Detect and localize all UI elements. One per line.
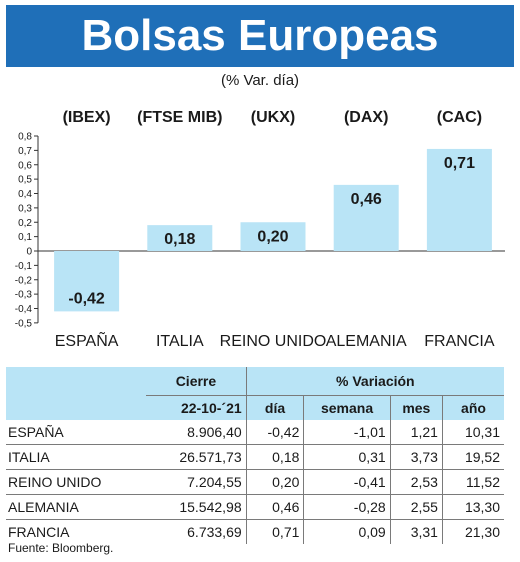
y-tick-label: 0,5 (18, 175, 32, 186)
index-label: (FTSE MIB) (137, 109, 222, 126)
y-tick-label: 0,6 (18, 160, 32, 171)
index-label: (CAC) (437, 109, 482, 126)
table-header-semana: semana (303, 395, 391, 420)
row-semana: -1,01 (303, 420, 391, 445)
row-ano: 10,31 (441, 420, 504, 445)
y-tick-label: 0,2 (18, 218, 32, 229)
row-mes: 3,73 (389, 444, 443, 470)
row-ano: 13,30 (441, 494, 504, 520)
row-name: ITALIA (6, 444, 147, 470)
y-tick-label: 0,8 (18, 132, 32, 143)
y-tick-label: 0,1 (18, 232, 32, 243)
row-semana: -0,41 (303, 469, 391, 495)
bar-chart: 0,8 0,7 0,6 0,5 0,4 0,3 0,2 0,1 0 -0,1 -0,2 -0,3 -0,… (15, 109, 505, 350)
row-semana: 0,31 (303, 444, 391, 470)
table-header-mes: mes (389, 395, 443, 420)
table-header-date: 22-10-´21 (146, 395, 247, 420)
table-row: ALEMANIA 15.542,98 0,46 -0,28 2,55 13,30 (6, 494, 504, 520)
row-semana: 0,09 (303, 519, 391, 544)
chart-title-banner: Bolsas Europeas (6, 5, 514, 67)
table-header-dia: día (245, 395, 304, 420)
row-ano: 11,52 (441, 469, 504, 495)
y-tick-label: -0,4 (15, 304, 33, 315)
table-header-ano: año (441, 395, 504, 420)
row-mes: 1,21 (389, 420, 443, 445)
index-label: (DAX) (344, 109, 388, 126)
category-label: REINO UNIDO (220, 333, 327, 350)
row-ano: 19,52 (441, 444, 504, 470)
row-cierre: 26.571,73 (146, 444, 247, 470)
category-label: FRANCIA (424, 333, 495, 350)
data-table: Cierre % Variación 22-10-´21 día semana … (6, 367, 504, 544)
row-ano: 21,30 (441, 519, 504, 544)
category-label: ESPAÑA (55, 330, 119, 350)
table-header-blank-2 (6, 395, 147, 420)
table-header-cierre: Cierre (146, 367, 247, 396)
bar-francia (426, 148, 492, 251)
row-cierre: 6.733,69 (187, 524, 242, 540)
row-dia: 0,71 (245, 519, 304, 544)
row-name: ALEMANIA (6, 494, 147, 520)
chart-title: Bolsas Europeas (81, 11, 439, 60)
bar-españa (54, 251, 120, 312)
index-label: (IBEX) (63, 109, 111, 126)
row-mes: 2,55 (389, 494, 443, 520)
bar-value-label: 0,18 (164, 231, 195, 248)
y-tick-label: 0 (26, 247, 32, 258)
table-header-blank (6, 367, 147, 396)
index-label: (UKX) (251, 109, 295, 126)
source-note: Fuente: Bloomberg. (8, 541, 114, 555)
y-tick-label: 0,3 (18, 203, 32, 214)
y-tick-label: -0,2 (15, 275, 33, 286)
row-dia: 0,20 (245, 469, 304, 495)
row-mes: 3,31 (389, 519, 443, 544)
y-tick-label: -0,5 (15, 318, 33, 329)
row-mes: 2,53 (389, 469, 443, 495)
bar-alemania (333, 184, 399, 251)
table-row: FRANCIA 6.733,69 0,71 0,09 3,31 21,30 (6, 519, 504, 544)
row-cierre: 8.906,40 (146, 420, 247, 445)
chart-subtitle: (% Var. día) (220, 72, 300, 89)
row-name: REINO UNIDO (6, 469, 147, 495)
table-row: ITALIA 26.571,73 0,18 0,31 3,73 19,52 (6, 444, 504, 470)
row-dia: 0,18 (245, 444, 304, 470)
category-label: ALEMANIA (326, 333, 407, 350)
row-semana: -0,28 (303, 494, 391, 520)
bar-italia (147, 225, 213, 251)
bar-value-label: 0,71 (444, 155, 475, 172)
y-tick-label: -0,1 (15, 261, 33, 272)
table-row: REINO UNIDO 7.204,55 0,20 -0,41 2,53 11,… (6, 469, 504, 495)
y-tick-label: 0,4 (18, 189, 32, 200)
category-label: ITALIA (156, 333, 204, 350)
row-dia: 0,46 (245, 494, 304, 520)
bar-value-label: 0,20 (257, 228, 288, 245)
bar-reino-unido (240, 222, 306, 251)
row-name: ESPAÑA (6, 420, 147, 445)
bar-value-label: -0,42 (68, 290, 105, 307)
row-dia: -0,42 (245, 420, 304, 445)
row-cierre: 7.204,55 (146, 469, 247, 495)
table-row: ESPAÑA 8.906,40 -0,42 -1,01 1,21 10,31 (6, 420, 504, 445)
row-cierre: 15.542,98 (146, 494, 247, 520)
bar-value-label: 0,46 (351, 191, 382, 208)
table-header-variacion: % Variación (245, 367, 504, 396)
y-tick-label: 0,7 (18, 146, 32, 157)
row-name: FRANCIA (8, 524, 70, 540)
y-tick-label: -0,3 (15, 290, 33, 301)
